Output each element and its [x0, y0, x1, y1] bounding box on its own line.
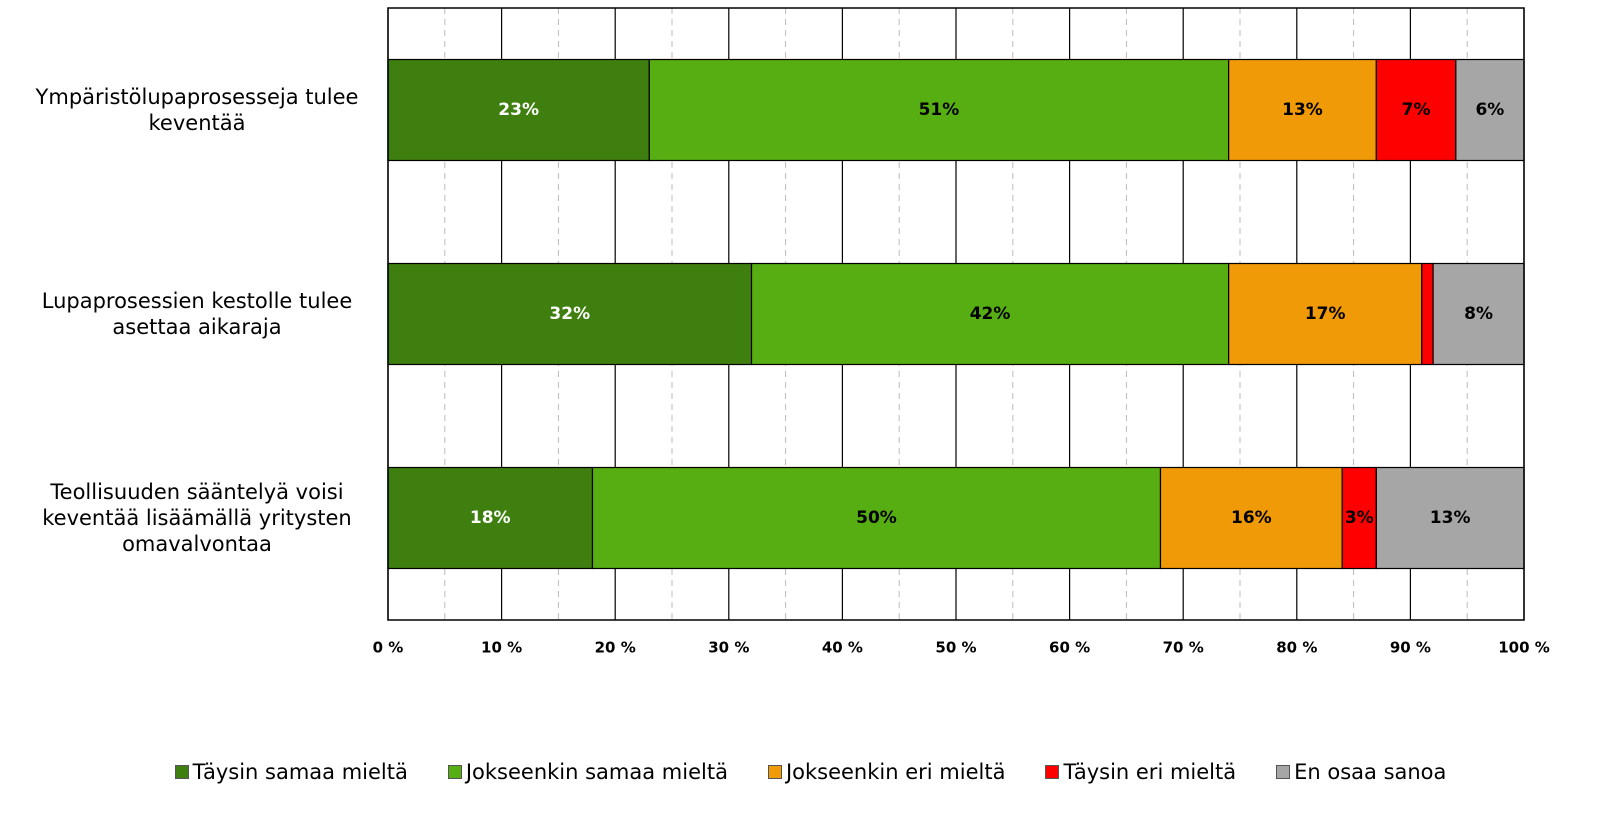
x-tick-label: 10 % — [481, 639, 522, 657]
bar-segment — [648, 58, 1230, 162]
x-tick-label: 20 % — [595, 639, 636, 657]
legend-swatch — [174, 765, 189, 779]
data-label: 18% — [470, 508, 511, 528]
data-label: 13% — [1282, 100, 1323, 120]
legend-label: Jokseenkin samaa mieltä — [465, 760, 728, 784]
x-tick-label: 30 % — [708, 639, 749, 657]
data-label: 16% — [1231, 508, 1272, 528]
data-label: 13% — [1430, 508, 1471, 528]
data-label: 3% — [1345, 508, 1374, 528]
legend-item: Täysin samaa mieltä — [174, 760, 408, 784]
bar-segment — [1432, 262, 1525, 366]
bar-segment — [387, 262, 753, 366]
data-label: 7% — [1402, 100, 1431, 120]
x-tick-label: 50 % — [935, 639, 976, 657]
legend: Täysin samaa mieltä Jokseenkin samaa miel… — [0, 760, 1621, 784]
bar-segment — [387, 466, 594, 570]
bar-segment — [1375, 58, 1457, 162]
bar-segment — [1159, 466, 1343, 570]
legend-swatch — [767, 765, 782, 779]
legend-item: Jokseenkin eri mieltä — [767, 760, 1006, 784]
legend-item: En osaa sanoa — [1276, 760, 1446, 784]
x-tick-label: 80 % — [1276, 639, 1317, 657]
bar-segment — [1421, 262, 1434, 366]
bar-segment — [1375, 466, 1525, 570]
x-tick-label: 90 % — [1390, 639, 1431, 657]
category-label: Lupaprosessien kestolle tulee asettaa ai… — [41, 289, 353, 339]
legend-item: Jokseenkin samaa mieltä — [447, 760, 728, 784]
data-label: 23% — [498, 100, 539, 120]
data-label: 42% — [970, 304, 1011, 324]
bar-segment — [1228, 58, 1377, 162]
data-label: 51% — [919, 100, 960, 120]
legend-label: Täysin eri mieltä — [1063, 760, 1237, 784]
x-tick-label: 0 % — [373, 639, 404, 657]
bar-segment — [387, 58, 650, 162]
x-tick-label: 60 % — [1049, 639, 1090, 657]
legend-swatch — [1045, 765, 1060, 779]
legend-swatch — [1276, 765, 1291, 779]
legend-item: Täysin eri mieltä — [1045, 760, 1236, 784]
data-label: 32% — [549, 304, 590, 324]
data-label: 50% — [856, 508, 897, 528]
x-tick-label: 40 % — [822, 639, 863, 657]
x-tick-label: 100 % — [1498, 639, 1550, 657]
bar-segment — [1228, 262, 1423, 366]
data-label: 6% — [1475, 100, 1504, 120]
x-tick-label: 70 % — [1163, 639, 1204, 657]
plot-border — [387, 7, 1525, 621]
bar-segment — [1341, 466, 1377, 570]
data-label: 8% — [1464, 304, 1493, 324]
bar-segment — [750, 262, 1230, 366]
bar-segment — [1455, 58, 1525, 162]
category-label: Teollisuuden sääntelyä voisi keventää li… — [42, 480, 352, 556]
legend-label: En osaa sanoa — [1294, 760, 1447, 784]
category-label: Ympäristölupaprosesseja tulee keventää — [35, 85, 359, 135]
legend-label: Täysin samaa mieltä — [192, 760, 408, 784]
bar-segment — [591, 466, 1162, 570]
legend-swatch — [447, 765, 462, 779]
legend-label: Jokseenkin eri mieltä — [785, 760, 1006, 784]
data-label: 17% — [1305, 304, 1346, 324]
